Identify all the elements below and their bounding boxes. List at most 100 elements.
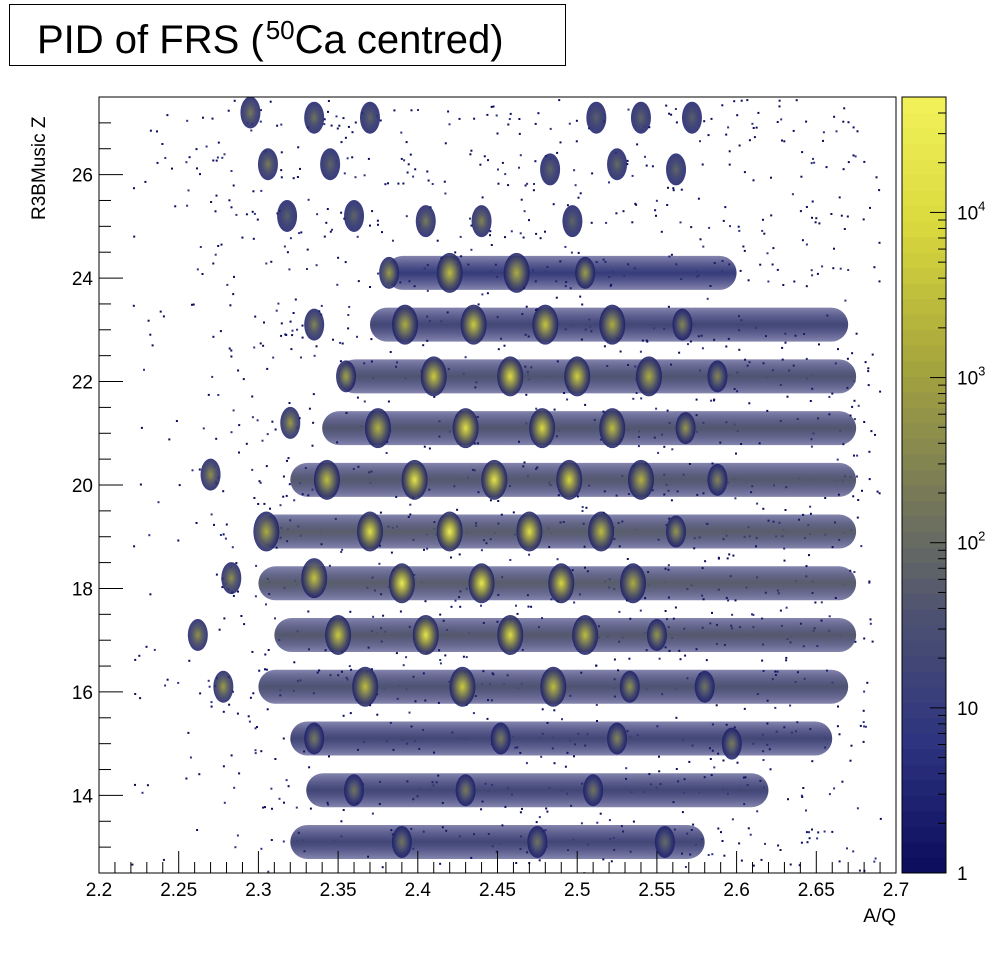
- noise-pixel: [306, 268, 308, 270]
- noise-pixel: [354, 176, 357, 179]
- noise-pixel: [290, 348, 293, 351]
- noise-pixel: [262, 344, 265, 347]
- noise-pixel: [671, 448, 674, 451]
- noise-pixel: [670, 253, 673, 256]
- noise-pixel: [762, 218, 764, 221]
- colorbar-step: [902, 391, 946, 408]
- noise-pixel: [238, 772, 241, 775]
- noise-pixel: [553, 408, 556, 411]
- noise-pixel: [738, 348, 741, 351]
- noise-pixel: [781, 139, 783, 142]
- colorbar-step: [902, 795, 946, 812]
- noise-pixel: [867, 370, 870, 373]
- noise-pixel: [853, 454, 855, 457]
- noise-pixel: [805, 831, 808, 834]
- noise-pixel: [313, 354, 316, 357]
- noise-pixel: [627, 108, 630, 111]
- noise-pixel: [188, 659, 191, 662]
- noise-pixel: [282, 840, 285, 843]
- noise-pixel: [212, 159, 215, 162]
- noise-pixel: [387, 182, 389, 185]
- noise-pixel: [234, 846, 237, 849]
- noise-pixel: [852, 495, 855, 498]
- noise-pixel: [738, 144, 741, 147]
- isotope-blob: [304, 101, 325, 134]
- noise-pixel: [220, 243, 223, 246]
- colorbar-tick-label: 10: [957, 699, 978, 720]
- noise-pixel: [215, 159, 218, 162]
- noise-pixel: [196, 167, 198, 170]
- noise-pixel: [134, 658, 137, 661]
- colorbar-step: [902, 298, 946, 315]
- noise-pixel: [301, 324, 304, 327]
- noise-pixel: [211, 375, 214, 378]
- noise-pixel: [528, 553, 531, 556]
- noise-pixel: [847, 269, 850, 271]
- noise-pixel: [156, 130, 158, 133]
- noise-pixel: [191, 303, 193, 306]
- noise-pixel: [289, 320, 292, 323]
- noise-pixel: [159, 310, 162, 313]
- isotope-blob: [564, 356, 591, 397]
- noise-pixel: [405, 141, 408, 144]
- noise-pixel: [312, 393, 315, 396]
- noise-pixel: [878, 492, 881, 495]
- noise-pixel: [699, 140, 701, 143]
- noise-pixel: [853, 571, 856, 573]
- noise-pixel: [340, 820, 343, 823]
- noise-pixel: [260, 109, 262, 112]
- noise-pixel: [811, 274, 814, 277]
- noise-pixel: [869, 622, 872, 625]
- noise-pixel: [538, 859, 541, 862]
- noise-pixel: [426, 547, 429, 550]
- noise-pixel: [828, 793, 831, 796]
- isotope-blob: [575, 256, 596, 289]
- noise-pixel: [595, 664, 598, 667]
- colorbar-step: [902, 516, 946, 533]
- noise-pixel: [867, 384, 870, 387]
- noise-pixel: [409, 503, 412, 506]
- noise-pixel: [178, 484, 181, 487]
- noise-pixel: [417, 109, 419, 111]
- noise-pixel: [348, 665, 351, 668]
- noise-pixel: [637, 445, 640, 448]
- noise-pixel: [675, 121, 678, 124]
- noise-pixel: [342, 714, 345, 717]
- noise-pixel: [556, 151, 559, 154]
- isotope-blob: [707, 360, 728, 393]
- noise-pixel: [625, 767, 628, 770]
- isotope-blob: [548, 563, 575, 604]
- noise-pixel: [707, 854, 710, 856]
- noise-pixel: [580, 822, 583, 825]
- noise-pixel: [338, 124, 341, 127]
- isotope-blob: [654, 825, 675, 858]
- noise-pixel: [232, 594, 235, 597]
- noise-pixel: [356, 235, 359, 238]
- noise-pixel: [535, 232, 538, 235]
- noise-pixel: [177, 681, 180, 684]
- noise-pixel: [509, 559, 512, 561]
- noise-pixel: [564, 245, 567, 248]
- isotope-blob: [468, 563, 495, 604]
- noise-pixel: [762, 507, 765, 510]
- noise-pixel: [462, 655, 465, 658]
- noise-pixel: [298, 232, 301, 235]
- noise-pixel: [496, 132, 499, 135]
- noise-pixel: [282, 495, 285, 498]
- isotope-blob: [304, 308, 325, 341]
- noise-pixel: [469, 217, 471, 220]
- noise-pixel: [725, 133, 728, 136]
- colorbar-step: [902, 329, 946, 346]
- noise-pixel: [793, 280, 796, 283]
- noise-pixel: [854, 155, 857, 158]
- noise-pixel: [229, 304, 232, 307]
- noise-pixel: [252, 190, 255, 193]
- isotope-blob: [452, 408, 479, 449]
- colorbar-step: [902, 376, 946, 393]
- noise-pixel: [692, 823, 695, 826]
- noise-pixel: [354, 121, 357, 124]
- noise-pixel: [847, 161, 850, 164]
- noise-pixel: [149, 129, 152, 132]
- noise-pixel: [525, 305, 528, 308]
- noise-pixel: [356, 335, 358, 338]
